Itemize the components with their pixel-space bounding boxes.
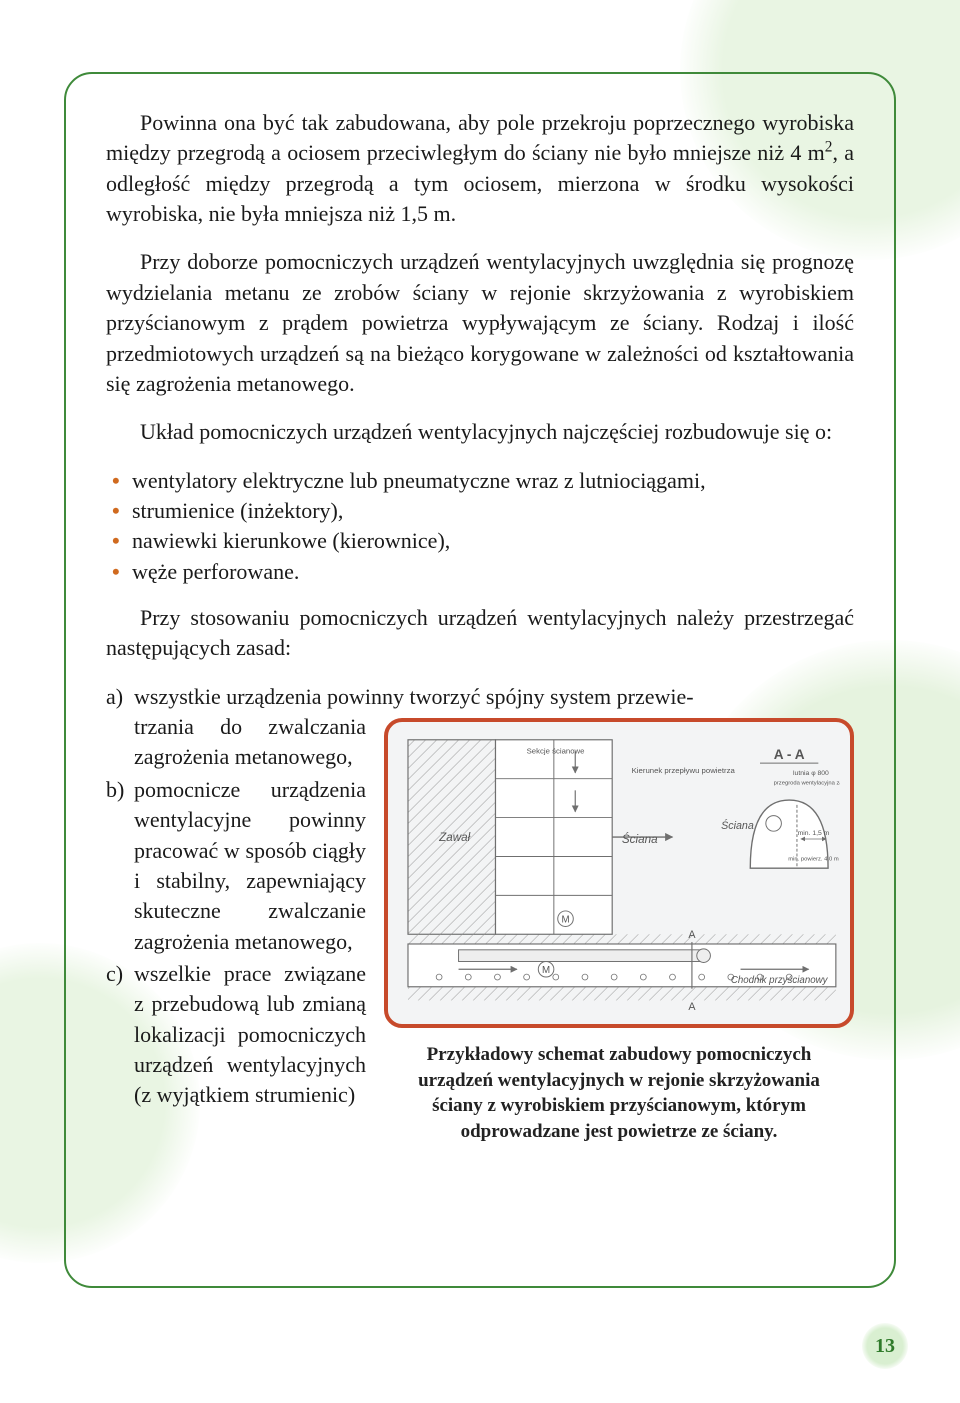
paragraph-1: Powinna ona być tak zabudowana, aby pole… xyxy=(106,108,854,229)
content-card: Powinna ona być tak zabudowana, aby pole… xyxy=(64,72,896,1288)
przegroda-note: przegroda wentylacyjna zabudowana od str… xyxy=(774,781,840,787)
figure-frame: M M A A A - A min. 1,5 m min xyxy=(384,718,854,1028)
list-item: • wentylatory elektryczne lub pneumatycz… xyxy=(106,466,854,496)
bullet-icon: • xyxy=(106,557,132,587)
page-number-text: 13 xyxy=(875,1335,895,1358)
ol-marker-c: c) xyxy=(106,959,134,1111)
m-label: M xyxy=(561,915,569,926)
paragraph-2: Przy doborze pomocniczych urządzeń wenty… xyxy=(106,247,854,399)
list-item: • węże perforowane. xyxy=(106,557,854,587)
m-label: M xyxy=(542,965,550,976)
paragraph-3: Układ pomocniczych urządzeń wentylacyjny… xyxy=(106,417,854,447)
p1-pre: Powinna ona być tak zabudowana, aby pole… xyxy=(106,110,854,165)
ol-a-cont: trzania do zwalczania zagrożenia metanow… xyxy=(134,712,366,773)
list-item: • nawiewki kierunkowe (kierownice), xyxy=(106,526,854,556)
zawal-label: Zawał xyxy=(438,831,471,844)
bullet-text: węże perforowane. xyxy=(132,557,299,587)
lutnia-note: lutnia φ 800 xyxy=(793,770,829,777)
a-bottom-label: A xyxy=(688,1001,696,1013)
bullet-text: nawiewki kierunkowe (kierownice), xyxy=(132,526,450,556)
bullet-list: • wentylatory elektryczne lub pneumatycz… xyxy=(106,466,854,587)
bullet-icon: • xyxy=(106,496,132,526)
ol-marker-a: a) xyxy=(106,682,134,712)
bullet-icon: • xyxy=(106,526,132,556)
ol-marker-b: b) xyxy=(106,775,134,957)
sciana-label: Ściana xyxy=(622,833,658,846)
paragraph-4: Przy stosowaniu pomocniczych urządzeń we… xyxy=(106,603,854,664)
kierunek-label: Kierunek przepływu powietrza xyxy=(632,766,736,775)
bullet-text: strumienice (inżektory), xyxy=(132,496,343,526)
schematic-svg: M M A A A - A min. 1,5 m min xyxy=(398,732,840,1014)
a-top-label: A xyxy=(688,929,696,941)
ol-a-lead: wszystkie urządzenia powinny tworzyć spó… xyxy=(134,682,854,712)
figure-caption: Przykładowy schemat zabudowy pomocniczyc… xyxy=(384,1042,854,1145)
page-number: 13 xyxy=(862,1323,908,1369)
sciana2-label: Ściana xyxy=(721,819,754,832)
ol-c: wszelkie prace związane z przebudową lub… xyxy=(134,959,366,1111)
list-item: • strumienice (inżektory), xyxy=(106,496,854,526)
aa-title: A - A xyxy=(774,747,805,762)
min-area: min. powierz. 4,0 m xyxy=(788,856,839,862)
chodnik-label: Chodnik przyścianowy xyxy=(731,975,829,986)
ordered-continuation: trzania do zwalczania zagrożenia metanow… xyxy=(106,712,384,1145)
sekcje-label: Sekcje ścianowe xyxy=(527,747,585,756)
min-15m: min. 1,5 m xyxy=(798,830,830,837)
bullet-text: wentylatory elektryczne lub pneumatyczne… xyxy=(132,466,706,496)
ol-b: pomocnicze urządzenia wentylacyjne powin… xyxy=(134,775,366,957)
bullet-icon: • xyxy=(106,466,132,496)
